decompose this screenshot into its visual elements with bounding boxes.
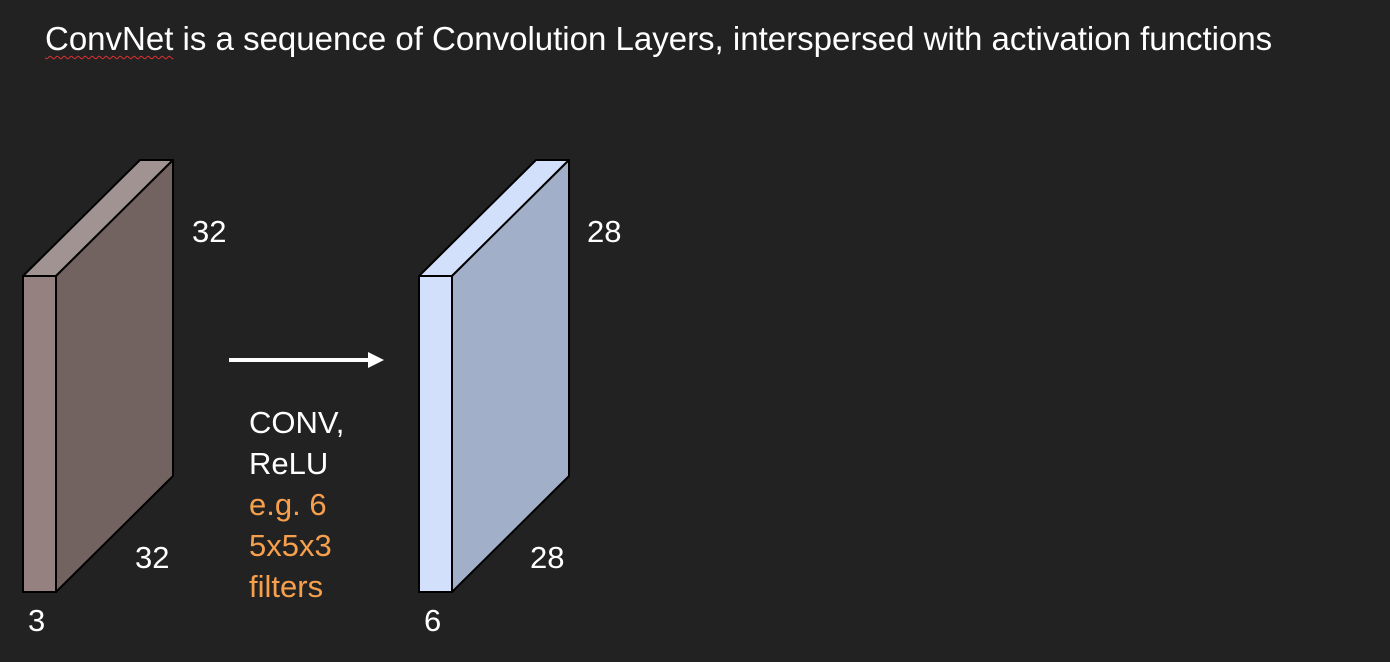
operation-example-line2: 5x5x3 bbox=[249, 528, 332, 563]
output-height-label: 28 bbox=[587, 214, 622, 249]
input-width-label: 32 bbox=[135, 540, 170, 575]
title-text: is a sequence of Convolution Layers, int… bbox=[173, 20, 1273, 57]
operation-example-line1: e.g. 6 bbox=[249, 487, 327, 522]
operation-relu-label: ReLU bbox=[249, 446, 329, 481]
input-volume bbox=[22, 159, 174, 593]
input-depth-label: 3 bbox=[28, 603, 46, 638]
operation-conv-label: CONV, bbox=[249, 405, 345, 440]
operation-caption: CONV, ReLU e.g. 6 5x5x3 filters bbox=[249, 402, 344, 607]
input-volume-front-face bbox=[22, 275, 57, 593]
operation-example-line3: filters bbox=[249, 569, 324, 604]
input-height-label: 32 bbox=[192, 214, 227, 249]
transform-arrow bbox=[229, 352, 384, 368]
output-depth-label: 6 bbox=[424, 603, 442, 638]
slide-title: ConvNet is a sequence of Convolution Lay… bbox=[45, 20, 1272, 58]
title-spellcheck-word: ConvNet bbox=[45, 20, 174, 57]
output-volume bbox=[418, 159, 570, 593]
output-volume-front-face bbox=[418, 275, 453, 593]
output-width-label: 28 bbox=[530, 540, 565, 575]
